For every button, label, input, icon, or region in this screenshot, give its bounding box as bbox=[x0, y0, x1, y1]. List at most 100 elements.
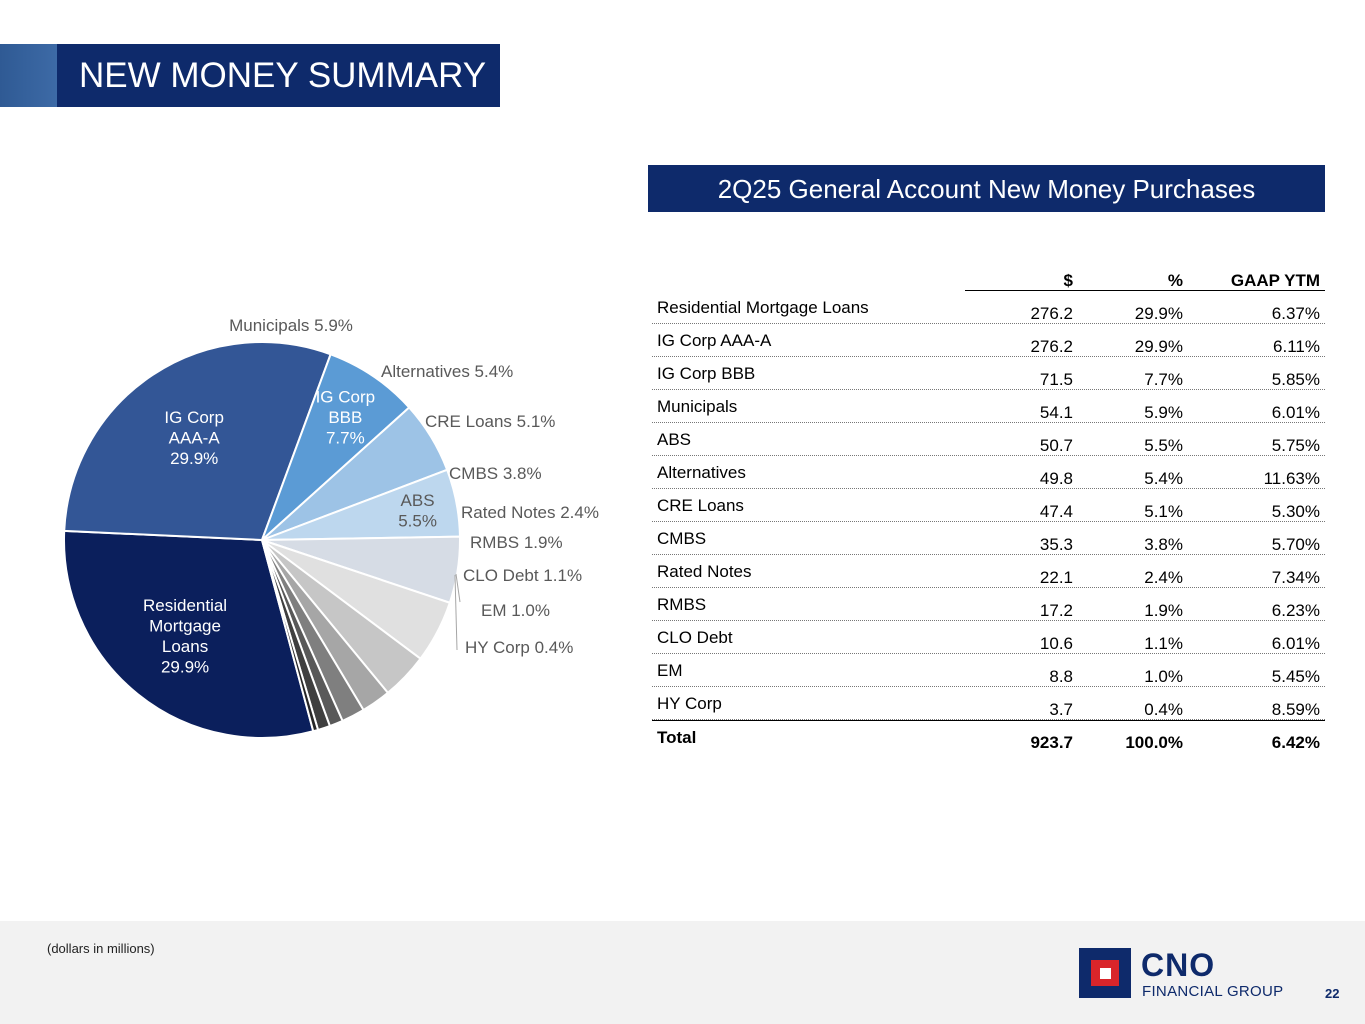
row-pct: 1.9% bbox=[1144, 601, 1183, 620]
table-title: 2Q25 General Account New Money Purchases bbox=[648, 165, 1325, 212]
row-ytm: 6.37% bbox=[1271, 304, 1320, 323]
row-amount: 276.2 bbox=[1030, 304, 1073, 323]
table-row: Residential Mortgage Loans 276.2 29.9% 6.37… bbox=[652, 291, 1325, 324]
pie-slice bbox=[63, 529, 315, 739]
row-amount: 276.2 bbox=[1030, 337, 1073, 356]
row-label: CLO Debt bbox=[657, 628, 733, 647]
row-ytm: 7.34% bbox=[1271, 568, 1320, 587]
slice-label: Municipals 5.9% bbox=[229, 316, 353, 335]
footnote: (dollars in millions) bbox=[47, 941, 155, 956]
row-label: Rated Notes bbox=[657, 562, 752, 581]
table-row: HY Corp 3.7 0.4% 8.59% bbox=[652, 687, 1325, 720]
row-amount: 54.1 bbox=[1039, 403, 1073, 422]
row-ytm: 5.45% bbox=[1271, 667, 1320, 686]
row-ytm: 5.70% bbox=[1271, 535, 1320, 554]
row-pct: 29.9% bbox=[1134, 304, 1183, 323]
slice-label: RMBS 1.9% bbox=[470, 533, 563, 552]
table-row: CLO Debt 10.6 1.1% 6.01% bbox=[652, 621, 1325, 654]
row-pct: 1.1% bbox=[1144, 634, 1183, 653]
slice-label: Alternatives 5.4% bbox=[381, 362, 513, 381]
row-pct: 29.9% bbox=[1134, 337, 1183, 356]
row-label: CRE Loans bbox=[657, 496, 744, 515]
row-ytm: 6.01% bbox=[1271, 403, 1320, 422]
row-ytm: 5.85% bbox=[1271, 370, 1320, 389]
slice-label: CRE Loans 5.1% bbox=[425, 412, 555, 431]
row-amount: 10.6 bbox=[1039, 634, 1073, 653]
row-pct: 2.4% bbox=[1144, 568, 1183, 587]
pie-slice bbox=[63, 341, 332, 542]
row-ytm: 6.11% bbox=[1273, 337, 1320, 356]
cno-logo-icon bbox=[1079, 948, 1131, 998]
row-pct: 0.4% bbox=[1144, 700, 1183, 719]
slice-label: CLO Debt 1.1% bbox=[463, 566, 582, 585]
page-title: NEW MONEY SUMMARY bbox=[57, 44, 500, 107]
row-label: CMBS bbox=[657, 529, 707, 548]
row-pct: 3.8% bbox=[1144, 535, 1183, 554]
row-label: IG Corp BBB bbox=[657, 364, 756, 383]
row-pct: 7.7% bbox=[1144, 370, 1183, 389]
table-row: EM 8.8 1.0% 5.45% bbox=[652, 654, 1325, 687]
slice-label: Rated Notes 2.4% bbox=[461, 503, 599, 522]
row-label: ABS bbox=[657, 430, 692, 449]
row-label: Municipals bbox=[657, 397, 738, 416]
col-header-amount: $ bbox=[1063, 271, 1073, 290]
slice-label: CMBS 3.8% bbox=[449, 464, 542, 483]
pie-chart: Residential Mortgage Loans 29.9% IG Corp AAA-… bbox=[63, 316, 599, 739]
row-pct: 5.5% bbox=[1144, 436, 1183, 455]
row-label: EM bbox=[657, 661, 683, 680]
label-leader-line bbox=[455, 573, 461, 603]
pie-slice bbox=[261, 539, 320, 733]
row-ytm: 6.23% bbox=[1271, 601, 1320, 620]
row-amount: 3.7 bbox=[1049, 700, 1073, 719]
table-row: Alternatives 49.8 5.4% 11.63% bbox=[652, 456, 1325, 489]
row-amount: 8.8 bbox=[1049, 667, 1073, 686]
row-amount: 49.8 bbox=[1039, 469, 1073, 488]
row-pct: 5.4% bbox=[1144, 469, 1183, 488]
col-header-ytm: GAAP YTM bbox=[1230, 271, 1320, 290]
page-number: 22 bbox=[1325, 986, 1340, 1001]
row-amount: 50.7 bbox=[1039, 436, 1073, 455]
footer bbox=[0, 921, 1365, 1024]
purchases-table: $ % GAAP YTM Residential Mortgage Loans 2… bbox=[652, 268, 1325, 752]
row-amount: 22.1 bbox=[1039, 568, 1073, 587]
total-pct: 100.0% bbox=[1125, 733, 1183, 752]
row-amount: 47.4 bbox=[1039, 502, 1073, 521]
table-row: CRE Loans 47.4 5.1% 5.30% bbox=[652, 489, 1325, 522]
table-row: RMBS 17.2 1.9% 6.23% bbox=[652, 588, 1325, 621]
table-row: Municipals 54.1 5.9% 6.01% bbox=[652, 390, 1325, 423]
pie-slice bbox=[261, 352, 411, 541]
total-label: Total bbox=[657, 728, 697, 747]
table-row: CMBS 35.3 3.8% 5.70% bbox=[652, 522, 1325, 555]
row-label: RMBS bbox=[657, 595, 707, 614]
slice-label: HY Corp 0.4% bbox=[465, 638, 573, 657]
label-leader-line bbox=[454, 574, 458, 651]
row-ytm: 8.59% bbox=[1271, 700, 1320, 719]
table-header-row: $ % GAAP YTM bbox=[652, 268, 1325, 291]
row-label: Alternatives bbox=[657, 463, 746, 482]
col-header-pct: % bbox=[1167, 271, 1183, 290]
slice-label: IG Corp BBB 7.7% bbox=[316, 388, 376, 448]
table-row: IG Corp AAA-A 276.2 29.9% 6.11% bbox=[652, 324, 1325, 357]
total-row: Total 923.7 100.0% 6.42% bbox=[652, 720, 1325, 752]
logo-subtitle: FINANCIAL GROUP bbox=[1142, 983, 1284, 1000]
slice-label: IG Corp AAA-A 29.9% bbox=[164, 408, 224, 468]
logo-name: CNO bbox=[1141, 947, 1216, 983]
row-pct: 5.9% bbox=[1144, 403, 1183, 422]
row-label: Residential Mortgage Loans bbox=[657, 298, 869, 317]
total-amount: 923.7 bbox=[1030, 733, 1073, 752]
row-amount: 71.5 bbox=[1039, 370, 1073, 389]
row-pct: 5.1% bbox=[1144, 502, 1183, 521]
row-ytm: 6.01% bbox=[1271, 634, 1320, 653]
title-accent-bar bbox=[0, 44, 57, 107]
row-ytm: 11.63% bbox=[1263, 469, 1320, 488]
row-amount: 17.2 bbox=[1039, 601, 1073, 620]
total-ytm: 6.42% bbox=[1271, 733, 1320, 752]
slice-label: ABS 5.5% bbox=[398, 491, 437, 531]
row-pct: 1.0% bbox=[1144, 667, 1183, 686]
slice-label: Residential Mortgage Loans 29.9% bbox=[143, 596, 227, 677]
row-label: HY Corp bbox=[657, 694, 722, 713]
table-row: Rated Notes 22.1 2.4% 7.34% bbox=[652, 555, 1325, 588]
row-amount: 35.3 bbox=[1039, 535, 1073, 554]
table-row: IG Corp BBB 71.5 7.7% 5.85% bbox=[652, 357, 1325, 390]
table-row: ABS 50.7 5.5% 5.75% bbox=[652, 423, 1325, 456]
